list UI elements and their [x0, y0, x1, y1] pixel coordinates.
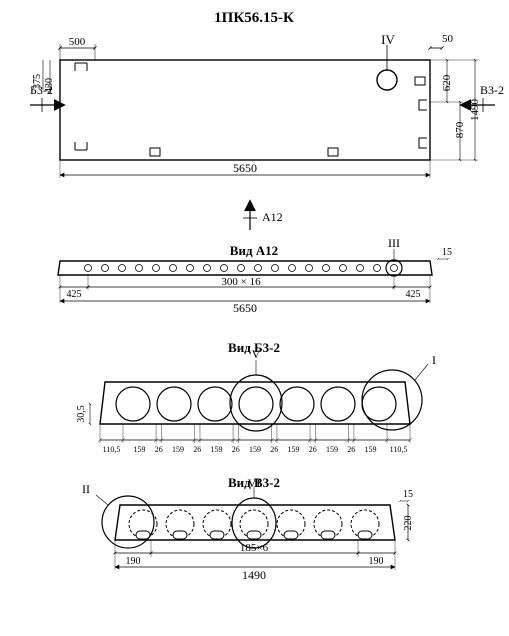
callout-v: V	[252, 347, 261, 361]
b32-dim-7: 159	[249, 445, 261, 454]
b32-d305: 30,5	[76, 405, 87, 423]
b32-dim-9: 159	[287, 445, 299, 454]
b32-dim-14: 110,5	[390, 445, 408, 454]
callout-iv: IV	[381, 32, 395, 47]
view-a12: А12 Вид А12 III 15 425	[58, 210, 452, 315]
a12-dtotal: 5650	[233, 301, 257, 315]
callout-iii: III	[388, 236, 400, 250]
v32-dtotal: 1490	[242, 568, 266, 582]
a12-d425l: 425	[67, 289, 82, 300]
a12-arrow-label: А12	[262, 210, 283, 224]
b32-dim-1: 159	[134, 445, 146, 454]
a12-d15: 15	[442, 247, 452, 258]
b32-dim-6: 26	[232, 445, 240, 454]
section-right: В3-2	[480, 83, 504, 97]
section-left: Б3-2	[30, 83, 53, 97]
b32-dim-10: 26	[309, 445, 317, 454]
v32-dcenter: 185×6	[240, 542, 269, 554]
v32-d190r: 190	[369, 556, 384, 567]
plan-view: IV 500 50 375 430 620 870 1490 Б3-2 В3-2…	[30, 32, 504, 178]
b32-dim-12: 26	[347, 445, 355, 454]
dim-500: 500	[69, 36, 86, 48]
v32-d15: 15	[403, 489, 413, 500]
dim-1490: 1490	[469, 99, 481, 122]
b32-dim-11: 159	[326, 445, 338, 454]
v32-d190l: 190	[126, 556, 141, 567]
a12-title: Вид А12	[230, 243, 278, 258]
view-b32: Вид Б3-2 V I 30,5 110,515926159261592615…	[76, 340, 436, 454]
diagram-root: 1ПК56.15-К IV 500 50 375 430 620 870 149…	[30, 10, 504, 582]
b32-dim-5: 159	[211, 445, 223, 454]
dim-870: 870	[454, 121, 466, 138]
b32-dim-3: 159	[172, 445, 184, 454]
dim-50: 50	[442, 33, 454, 45]
dim-5650: 5650	[233, 161, 257, 175]
callout-ii: II	[82, 482, 90, 496]
a12-dcenter: 300 × 16	[221, 276, 261, 288]
b32-dim-0: 110,5	[103, 445, 121, 454]
title: 1ПК56.15-К	[214, 10, 294, 26]
view-v32: Вид В3-2 II VI 15 220	[82, 475, 414, 582]
b32-dim-2: 26	[155, 445, 163, 454]
callout-i: I	[432, 353, 436, 367]
callout-vi: VI	[248, 476, 261, 490]
dim-620: 620	[441, 74, 453, 91]
v32-d220: 220	[403, 516, 414, 531]
b32-dim-13: 159	[364, 445, 376, 454]
b32-dim-4: 26	[193, 445, 201, 454]
b32-dim-8: 26	[270, 445, 278, 454]
a12-d425r: 425	[406, 289, 421, 300]
